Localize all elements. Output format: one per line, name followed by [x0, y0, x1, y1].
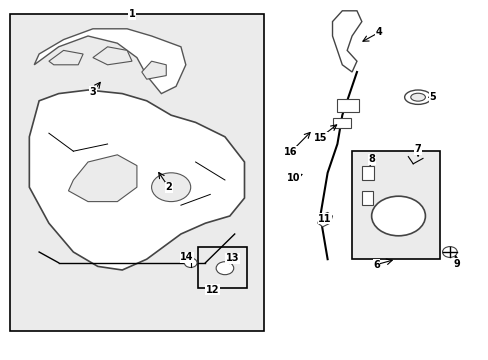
Text: 11: 11 [318, 213, 331, 224]
Text: 7: 7 [414, 144, 421, 154]
Text: 1: 1 [128, 9, 135, 19]
Polygon shape [34, 29, 185, 94]
Bar [351, 151, 439, 259]
Polygon shape [49, 50, 83, 65]
Circle shape [184, 258, 197, 267]
Polygon shape [142, 61, 166, 79]
Polygon shape [332, 11, 361, 72]
Polygon shape [93, 47, 132, 65]
Text: 10: 10 [286, 173, 300, 183]
Polygon shape [29, 90, 244, 270]
Text: 9: 9 [453, 258, 460, 269]
Bar [198, 247, 246, 288]
Text: 2: 2 [165, 182, 172, 192]
Text: 13: 13 [225, 253, 239, 263]
Bar [361, 191, 372, 205]
Circle shape [151, 173, 190, 202]
Bar [337, 99, 359, 112]
Circle shape [216, 262, 233, 275]
Text: 16: 16 [284, 147, 297, 157]
Bar [10, 14, 264, 331]
Text: 14: 14 [180, 252, 193, 262]
Text: 6: 6 [372, 260, 379, 270]
Bar [332, 118, 350, 128]
Text: 8: 8 [367, 154, 374, 164]
Polygon shape [317, 212, 332, 227]
Text: 4: 4 [375, 27, 382, 37]
Text: 3: 3 [89, 87, 96, 97]
Circle shape [442, 247, 456, 257]
Ellipse shape [404, 90, 430, 104]
Circle shape [371, 196, 425, 236]
Ellipse shape [410, 93, 425, 101]
Bar [361, 166, 373, 180]
Text: 15: 15 [313, 132, 326, 143]
Text: 12: 12 [205, 285, 219, 295]
Text: 5: 5 [428, 92, 435, 102]
Polygon shape [68, 155, 137, 202]
